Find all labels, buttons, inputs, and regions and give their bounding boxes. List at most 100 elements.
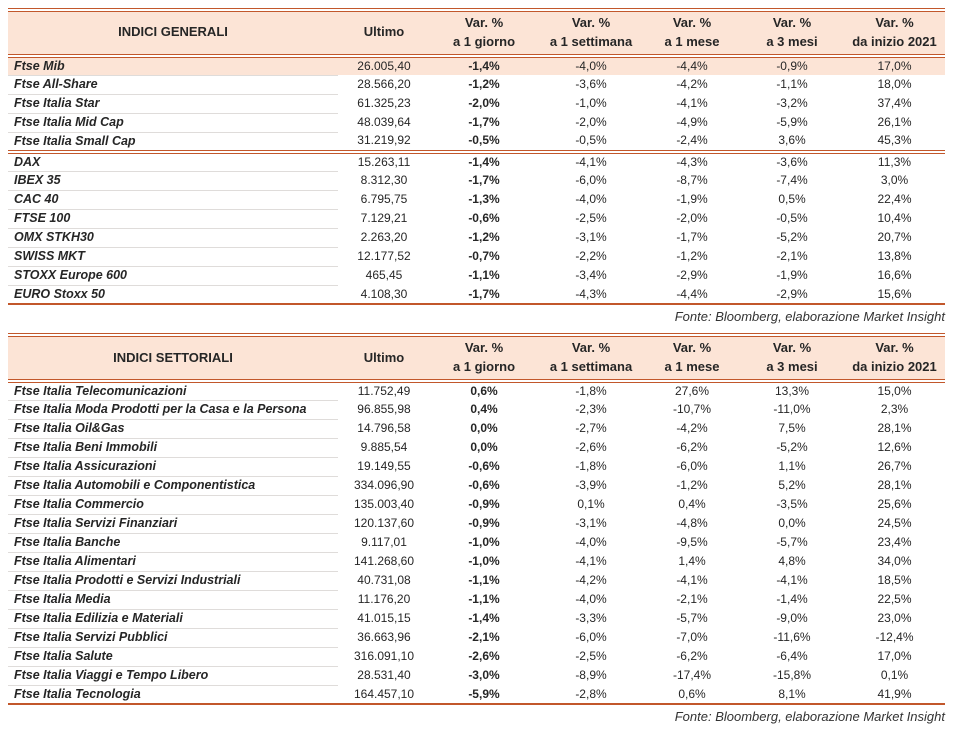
var-pct-value: -1,4% <box>468 611 500 626</box>
var-pct-value: -1,7% <box>468 115 500 130</box>
var-pct-value: -2,3% <box>575 402 607 417</box>
var-pct-value: 0,1% <box>577 497 605 512</box>
var-pct-value: -0,6% <box>468 211 500 226</box>
var-pct-value: 5,2% <box>778 478 806 493</box>
var-pct-value: -2,9% <box>776 286 808 301</box>
var-pct-value: 28,1% <box>877 478 912 493</box>
index-name: Ftse Italia Small Cap <box>8 132 338 153</box>
index-name: Ftse Italia Alimentari <box>8 552 338 572</box>
var-pct-value: -1,9% <box>776 268 808 283</box>
index-row: STOXX Europe 600 465,45 -1,1% -3,4% -2,9% -1,… <box>8 266 945 286</box>
var-pct-value: 34,0% <box>877 554 912 569</box>
var-pct-value: 1,4% <box>678 554 706 569</box>
var-pct-value: -4,2% <box>575 573 607 588</box>
var-pct-value: 0,0% <box>470 440 498 455</box>
var-pct-value: -0,9% <box>468 497 500 512</box>
index-row: Ftse Italia Prodotti e Servizi Industria… <box>8 571 945 591</box>
var-pct-value: -1,3% <box>468 192 500 207</box>
var-pct-value: 20,7% <box>877 230 912 245</box>
var-pct-value: 26,1% <box>877 115 912 130</box>
var-pct-value: 15,0% <box>877 384 912 399</box>
var-pct-value: -1,2% <box>468 77 500 92</box>
var-pct-value: -2,5% <box>575 211 607 226</box>
var-pct-value: -4,9% <box>676 115 708 130</box>
ultimo-value: 28.566,20 <box>357 77 411 92</box>
var-pct-value: -4,1% <box>676 573 708 588</box>
index-row: Ftse Italia Beni Immobili 9.885,54 0,0% -2,… <box>8 438 945 458</box>
var-pct-value: -11,0% <box>773 402 811 417</box>
index-row: OMX STKH30 2.263,20 -1,2% -3,1% -1,7% -5,2% 20… <box>8 228 945 248</box>
var-pct-value: -3,3% <box>575 611 607 626</box>
var-pct-value: -11,6% <box>773 630 811 645</box>
var-pct-value: -3,1% <box>575 516 607 531</box>
ultimo-value: 9.885,54 <box>360 440 408 455</box>
header-line-2: a 1 giorno <box>452 33 516 49</box>
index-name: Ftse Italia Media <box>8 590 338 610</box>
index-row: Ftse Italia Automobili e Componentistica… <box>8 476 945 496</box>
ultimo-value: 11.752,49 <box>357 384 411 399</box>
index-name: Ftse Italia Salute <box>8 647 338 667</box>
var-pct-value: -2,8% <box>575 686 607 701</box>
var-pct-value: -1,8% <box>575 384 607 399</box>
var-pct-value: -1,7% <box>468 286 500 301</box>
header-line-2: a 1 mese <box>664 359 720 375</box>
market-report-page: INDICI GENERALI Ultimo Var. % a 1 giorno … <box>8 8 945 724</box>
ultimo-value: 41.015,15 <box>357 611 411 626</box>
header-line-1: Ultimo <box>363 24 405 40</box>
var-pct-value: -1,4% <box>430 55 538 76</box>
header-row: INDICI GENERALI Ultimo Var. % a 1 giorno … <box>8 8 945 58</box>
var-pct-value: 17,0% <box>844 55 945 76</box>
var-pct-value: -1,0% <box>575 96 607 111</box>
var-pct-value: -1,2% <box>468 230 500 245</box>
ultimo-value: 19.149,55 <box>357 459 411 474</box>
var-pct-value: -1,0% <box>468 535 500 550</box>
ultimo-value: 7.129,21 <box>360 211 408 226</box>
index-name: Ftse All-Share <box>8 75 338 95</box>
index-row: Ftse Italia Media 11.176,20 -1,1% -4,0% -2,1… <box>8 590 945 610</box>
var-pct-value: -5,9% <box>468 686 500 701</box>
var-pct-value: -1,1% <box>468 592 500 607</box>
var-pct-value: -4,0% <box>575 592 607 607</box>
var-pct-value: -4,1% <box>575 554 607 569</box>
var-pct-value: -0,5% <box>776 211 808 226</box>
var-pct-value: -5,2% <box>776 440 808 455</box>
var-pct-value: -5,9% <box>776 115 808 130</box>
index-name: Ftse Italia Banche <box>8 533 338 553</box>
index-row: Ftse Italia Servizi Finanziari 120.137,60… <box>8 514 945 534</box>
index-row: Ftse Italia Servizi Pubblici 36.663,96 -2,… <box>8 628 945 648</box>
var-pct-value: -9,5% <box>676 535 708 550</box>
var-pct-value: 11,3% <box>844 149 945 172</box>
index-row: Ftse Italia Banche 9.117,01 -1,0% -4,0% -9,5… <box>8 533 945 553</box>
col-header-ultimo: Ultimo <box>338 8 430 58</box>
var-pct-value: 41,9% <box>877 686 912 701</box>
table-title: INDICI SETTORIALI <box>8 333 338 383</box>
var-pct-value: 2,3% <box>880 402 909 417</box>
index-row: Ftse Italia Assicurazioni 19.149,55 -0,6% -… <box>8 457 945 477</box>
var-pct-value: -1,4% <box>430 149 538 172</box>
var-pct-value: -0,6% <box>468 459 500 474</box>
var-pct-value: -3,6% <box>740 149 844 172</box>
var-pct-value: 18,0% <box>877 77 912 92</box>
var-pct-value: -6,0% <box>575 173 607 188</box>
var-pct-value: 12,6% <box>877 440 912 455</box>
var-pct-value: -2,7% <box>575 421 607 436</box>
var-pct-value: -2,0% <box>676 211 708 226</box>
index-name: Ftse Italia Mid Cap <box>8 113 338 133</box>
var-pct-value: -15,8% <box>772 668 812 683</box>
var-pct-value: 22,4% <box>877 192 912 207</box>
index-name: Ftse Italia Assicurazioni <box>8 457 338 477</box>
var-pct-value: 0,6% <box>678 686 706 701</box>
header-line-2: a 1 settimana <box>549 359 633 375</box>
header-line-2: a 1 mese <box>664 33 720 49</box>
var-pct-value: -1,8% <box>575 459 607 474</box>
var-pct-value: -4,3% <box>575 286 607 301</box>
header-line-2: a 3 mesi <box>766 359 818 375</box>
index-row: Ftse Italia Salute 316.091,10 -2,6% -2,5% -6… <box>8 647 945 667</box>
var-pct-value: -1,9% <box>676 192 708 207</box>
index-name: Ftse Italia Beni Immobili <box>8 438 338 458</box>
index-row: Ftse Italia Star 61.325,23 -2,0% -1,0% -4,1%… <box>8 94 945 114</box>
var-pct-value: -1,1% <box>776 77 808 92</box>
index-name: Ftse Mib <box>8 55 338 76</box>
var-pct-value: 0,0% <box>470 421 498 436</box>
var-pct-value: -6,2% <box>676 440 708 455</box>
